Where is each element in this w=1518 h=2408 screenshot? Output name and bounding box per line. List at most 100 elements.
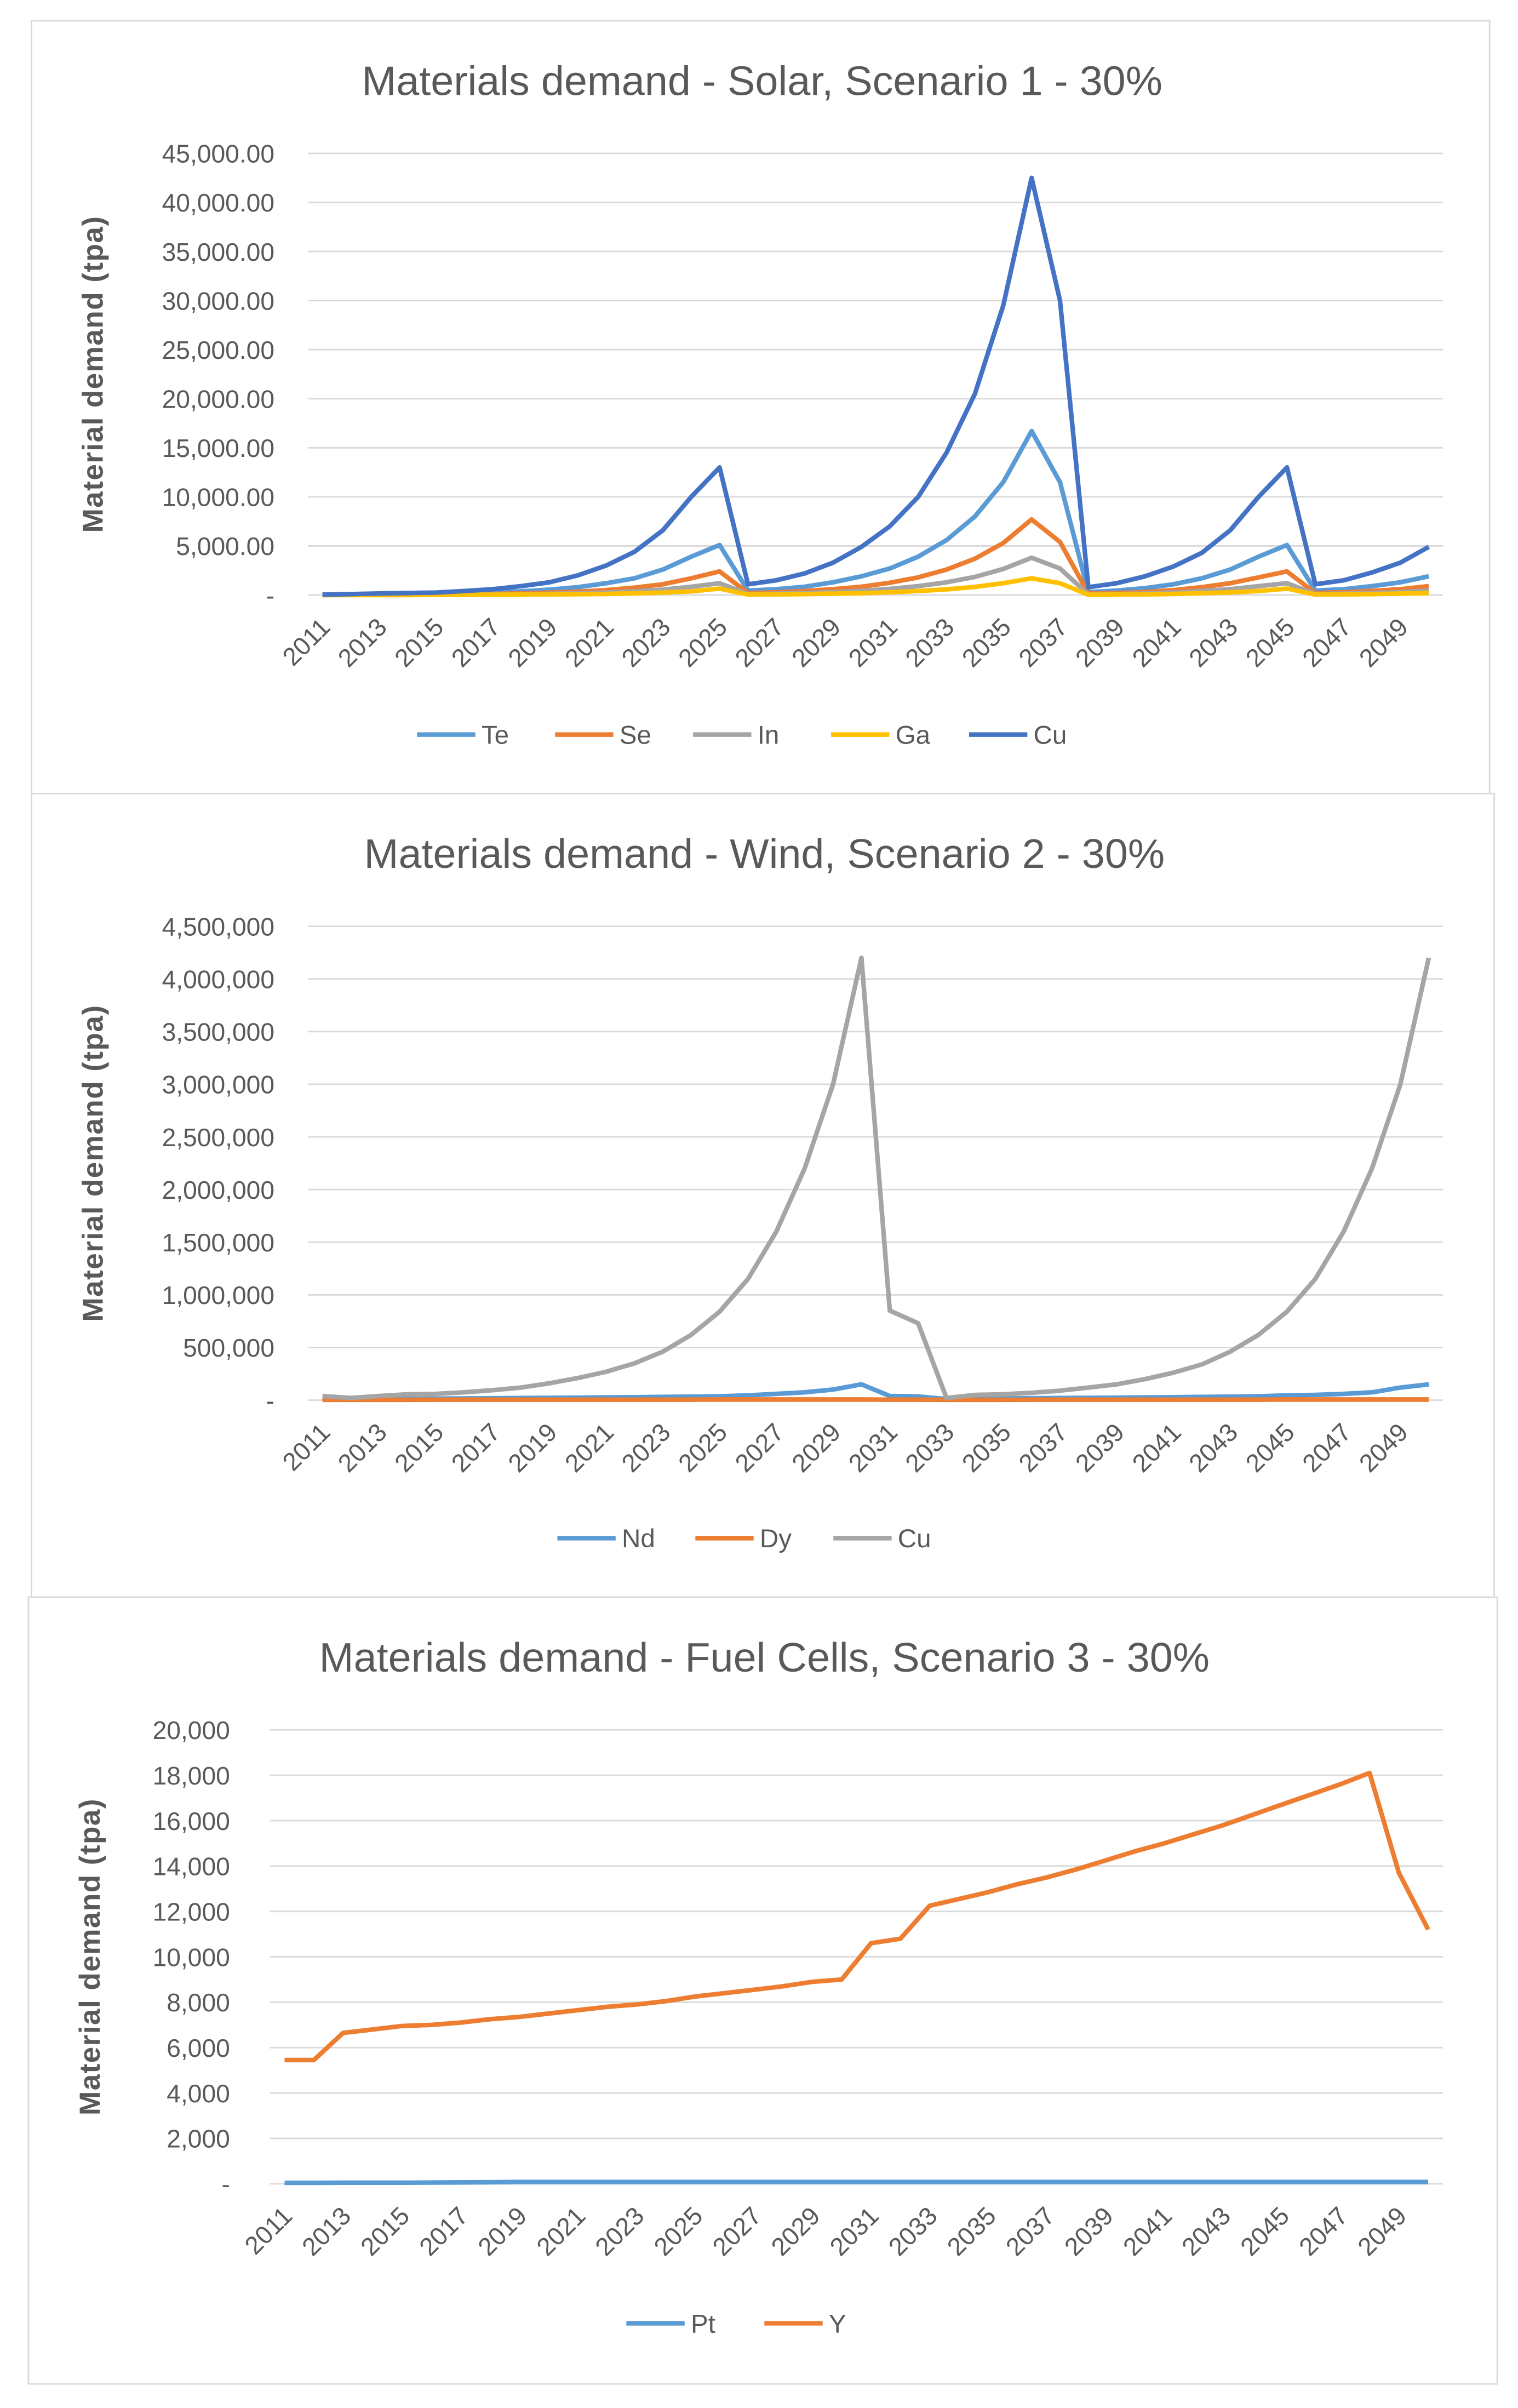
x-tick-label: 2043 — [1176, 2201, 1236, 2261]
y-tick-label: 2,000 — [167, 2125, 230, 2153]
y-tick-label: 30,000.00 — [162, 287, 274, 315]
x-tick-label: 2021 — [559, 1417, 619, 1477]
legend-label: Dy — [760, 1524, 792, 1553]
y-axis-title: Material demand (tpa) — [77, 1005, 110, 1322]
y-tick-label: 4,000,000 — [162, 965, 274, 993]
y-tick-label: 20,000.00 — [162, 385, 274, 414]
y-tick-label: 45,000.00 — [162, 140, 274, 168]
legend-label: In — [758, 721, 780, 750]
y-tick-label: 40,000.00 — [162, 188, 274, 217]
legend-label: Pt — [691, 2309, 715, 2338]
series-line-dy — [322, 1397, 1429, 1403]
x-tick-label: 2035 — [942, 2201, 1001, 2261]
y-tick-label: 12,000 — [153, 1897, 230, 1926]
x-tick-label: 2019 — [502, 613, 562, 672]
y-tick-label: 2,500,000 — [162, 1123, 274, 1152]
x-tick-label: 2025 — [673, 1417, 732, 1477]
x-tick-label: 2045 — [1240, 613, 1300, 672]
x-tick-label: 2017 — [446, 613, 506, 672]
series-line-ga — [322, 576, 1429, 598]
y-tick-label: - — [221, 2170, 230, 2199]
x-tick-label: 2039 — [1070, 613, 1130, 672]
x-tick-label: 2043 — [1183, 1417, 1243, 1477]
x-tick-label: 2027 — [729, 1417, 789, 1477]
x-tick-label: 2049 — [1354, 1417, 1413, 1477]
x-tick-label: 2045 — [1235, 2201, 1294, 2261]
series-line-cu — [322, 175, 1430, 597]
x-tick-label: 2015 — [389, 1417, 449, 1477]
legend-item-y[interactable]: Y — [764, 2309, 846, 2338]
wind-chart: Materials demand - Wind, Scenario 2 - 30… — [30, 793, 1496, 1598]
legend-label: Ga — [896, 721, 931, 750]
legend-item-cu[interactable]: Cu — [833, 1524, 931, 1553]
legend-label: Cu — [898, 1524, 931, 1553]
x-tick-label: 2019 — [472, 2201, 532, 2261]
x-tick-label: 2031 — [843, 1417, 903, 1477]
y-tick-label: 10,000 — [153, 1943, 230, 1971]
x-tick-label: 2023 — [589, 2201, 649, 2261]
y-tick-label: 20,000 — [153, 1716, 230, 1744]
x-tick-label: 2039 — [1059, 2201, 1119, 2261]
chart-title: Materials demand - Fuel Cells, Scenario … — [319, 1635, 1210, 1681]
x-tick-label: 2029 — [786, 1417, 846, 1477]
x-tick-label: 2017 — [446, 1417, 506, 1477]
x-tick-label: 2011 — [277, 1417, 335, 1476]
y-tick-label: 25,000.00 — [162, 336, 274, 364]
x-tick-label: 2041 — [1118, 2201, 1177, 2261]
legend-label: Se — [620, 721, 651, 750]
solar-chart: Materials demand - Solar, Scenario 1 - 3… — [30, 20, 1491, 794]
chart-svg: Materials demand - Solar, Scenario 1 - 3… — [77, 59, 1443, 750]
x-tick-label: 2049 — [1354, 613, 1413, 672]
y-tick-label: 16,000 — [153, 1807, 230, 1835]
x-tick-label: 2015 — [355, 2201, 415, 2261]
x-tick-label: 2031 — [824, 2201, 884, 2261]
legend-item-nd[interactable]: Nd — [557, 1524, 655, 1553]
x-tick-label: 2017 — [414, 2201, 473, 2261]
legend-item-ga[interactable]: Ga — [831, 721, 931, 750]
x-tick-label: 2021 — [559, 613, 619, 672]
fuel-cells-chart: Materials demand - Fuel Cells, Scenario … — [27, 1596, 1498, 2385]
y-tick-label: 500,000 — [183, 1334, 274, 1362]
y-tick-label: 2,000,000 — [162, 1176, 274, 1204]
legend-item-cu[interactable]: Cu — [969, 721, 1067, 750]
y-tick-label: 1,500,000 — [162, 1228, 274, 1257]
y-tick-label: 8,000 — [167, 1988, 230, 2017]
x-tick-label: 2047 — [1293, 2201, 1353, 2261]
x-tick-label: 2033 — [900, 1417, 959, 1477]
legend-label: Nd — [622, 1524, 655, 1553]
x-tick-label: 2011 — [277, 613, 335, 671]
x-tick-label: 2013 — [333, 1417, 392, 1477]
y-tick-label: 15,000.00 — [162, 434, 274, 462]
x-tick-label: 2045 — [1240, 1417, 1300, 1477]
x-tick-label: 2011 — [239, 2201, 297, 2260]
x-tick-label: 2037 — [1000, 2201, 1060, 2261]
legend-item-se[interactable]: Se — [555, 721, 651, 750]
x-tick-label: 2041 — [1126, 613, 1186, 672]
y-tick-label: 3,500,000 — [162, 1018, 274, 1046]
x-tick-label: 2041 — [1126, 1417, 1186, 1477]
x-tick-label: 2025 — [673, 613, 732, 672]
y-tick-label: 3,000,000 — [162, 1071, 274, 1099]
x-tick-label: 2013 — [333, 613, 392, 672]
y-tick-label: 4,000 — [167, 2079, 230, 2108]
y-tick-label: - — [266, 581, 274, 610]
y-tick-label: 10,000.00 — [162, 483, 274, 512]
chart-svg: Materials demand - Fuel Cells, Scenario … — [74, 1635, 1443, 2338]
y-tick-label: 6,000 — [167, 2034, 230, 2062]
series-line-y — [284, 1770, 1430, 2063]
y-tick-label: 1,000,000 — [162, 1281, 274, 1309]
x-tick-label: 2039 — [1070, 1417, 1130, 1477]
x-tick-label: 2047 — [1297, 613, 1356, 672]
legend-item-te[interactable]: Te — [417, 721, 509, 750]
y-axis-title: Material demand (tpa) — [77, 215, 110, 533]
legend-label: Y — [829, 2309, 846, 2338]
legend-item-dy[interactable]: Dy — [695, 1524, 792, 1553]
legend-item-in[interactable]: In — [693, 721, 779, 750]
x-tick-label: 2027 — [707, 2201, 766, 2261]
x-tick-label: 2027 — [729, 613, 789, 672]
x-tick-label: 2015 — [389, 613, 449, 672]
x-tick-label: 2029 — [786, 613, 846, 672]
x-tick-label: 2013 — [296, 2201, 356, 2261]
legend-item-pt[interactable]: Pt — [626, 2309, 715, 2338]
